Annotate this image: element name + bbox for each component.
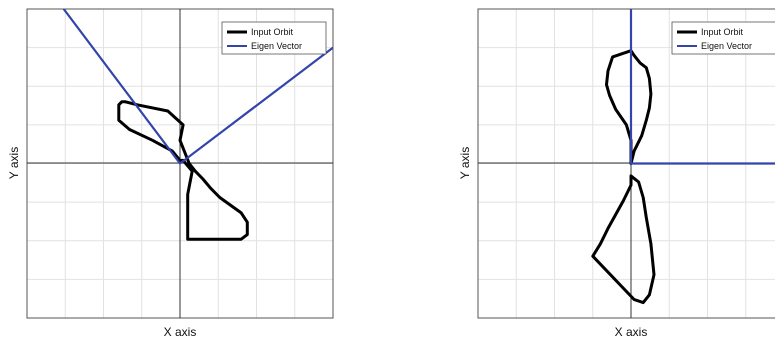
left-input-orbit-path (117, 100, 249, 241)
chart-right: Input Orbit Eigen Vector X axis Y axis (458, 8, 775, 339)
right-eigen-vector-line (629, 9, 775, 165)
chart-left: Input Orbit Eigen Vector X axis Y axis (7, 8, 334, 339)
right-series-group (591, 9, 775, 305)
left-legend: Input Orbit Eigen Vector (221, 21, 327, 55)
right-legend-label-orbit: Input Orbit (701, 27, 744, 37)
right-legend-label-eigen: Eigen Vector (701, 41, 752, 51)
right-input-orbit-path (605, 49, 653, 165)
left-series-group (62, 9, 333, 241)
left-legend-label-eigen: Eigen Vector (251, 41, 302, 51)
left-y-axis-label: Y axis (7, 147, 21, 179)
right-x-axis-label: X axis (615, 325, 648, 339)
left-legend-box (221, 21, 327, 55)
left-eigen-vector-line (62, 9, 333, 166)
right-input-orbit-path (591, 174, 656, 305)
right-y-axis-label: Y axis (458, 147, 472, 179)
right-legend-box (671, 21, 775, 55)
right-legend: Input Orbit Eigen Vector (671, 21, 775, 55)
left-legend-label-orbit: Input Orbit (251, 27, 294, 37)
left-x-axis-label: X axis (164, 325, 197, 339)
